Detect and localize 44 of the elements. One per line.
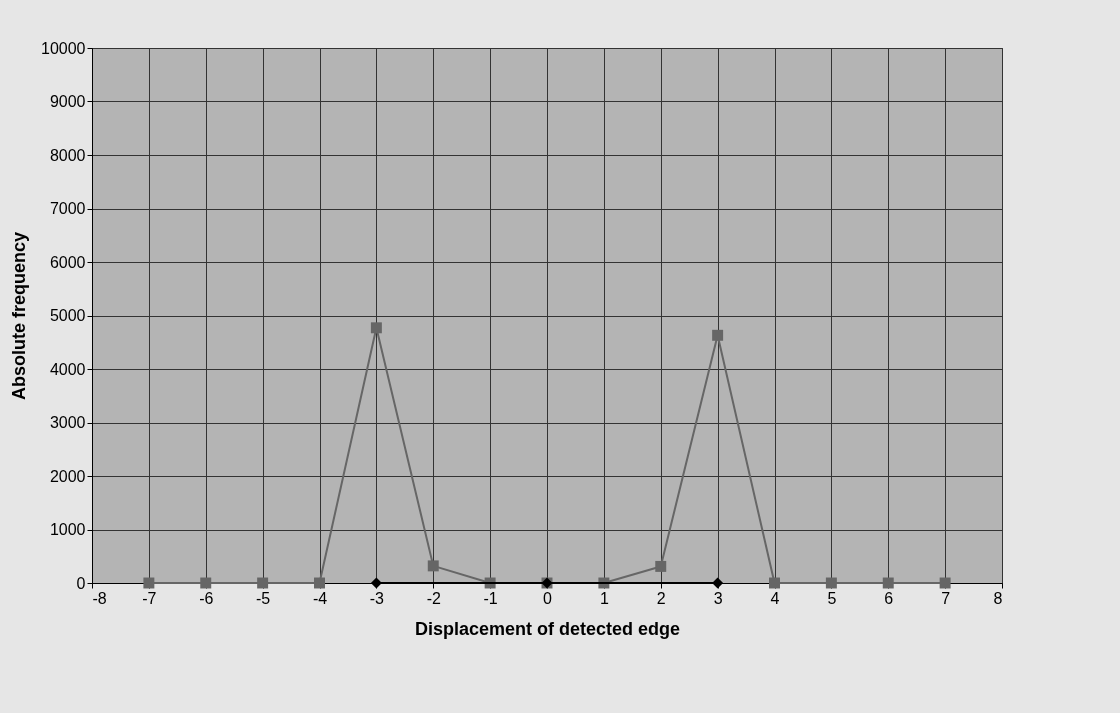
x-tick-label: 6 — [884, 589, 894, 607]
y-axis-title: Absolute frequency — [9, 231, 30, 401]
y-tick-label: 9000 — [49, 93, 86, 110]
point — [882, 577, 894, 589]
x-tick-label: 2 — [656, 589, 666, 607]
x-tick-label: -6 — [199, 589, 214, 607]
point — [370, 577, 382, 589]
point — [427, 560, 439, 572]
x-tick-label: -3 — [369, 589, 385, 607]
x-axis-title: Displacement of detected edge — [414, 618, 681, 639]
y-tick-label: 4000 — [49, 360, 86, 378]
y-tick-label: 2000 — [49, 467, 86, 485]
y-tick-label: 5000 — [49, 307, 86, 324]
point — [314, 577, 325, 589]
point — [825, 577, 837, 589]
y-tick-label: 3000 — [49, 414, 86, 431]
x-tick-label: 3 — [713, 589, 723, 607]
y-tick-label: 6000 — [49, 253, 86, 271]
point — [655, 560, 667, 572]
point — [370, 322, 382, 334]
point — [200, 577, 212, 589]
point — [712, 329, 724, 341]
y-tick-label: 7000 — [49, 200, 86, 217]
x-tick-label: 1 — [599, 589, 609, 607]
x-tick-label: -4 — [312, 589, 328, 607]
y-tick-label: 10000 — [41, 39, 86, 57]
point — [712, 577, 724, 589]
x-tick-label: 7 — [941, 589, 951, 607]
x-tick-label: -1 — [483, 589, 498, 607]
x-tick-label: -7 — [142, 589, 157, 607]
x-tick-label: -8 — [92, 589, 107, 607]
y-tick-label: 8000 — [49, 146, 86, 164]
x-tick-label: -5 — [256, 589, 271, 607]
point — [257, 577, 269, 589]
y-tick-label: 0 — [76, 574, 86, 592]
point — [143, 577, 155, 589]
x-tick-label: -2 — [426, 589, 441, 607]
point — [769, 577, 780, 589]
point — [939, 577, 951, 589]
x-tick-label: 4 — [770, 589, 780, 607]
x-tick-label: 5 — [827, 589, 837, 607]
x-tick-label: 8 — [993, 589, 1003, 607]
y-tick-label: 1000 — [49, 521, 86, 538]
x-tick-label: 0 — [543, 589, 553, 607]
